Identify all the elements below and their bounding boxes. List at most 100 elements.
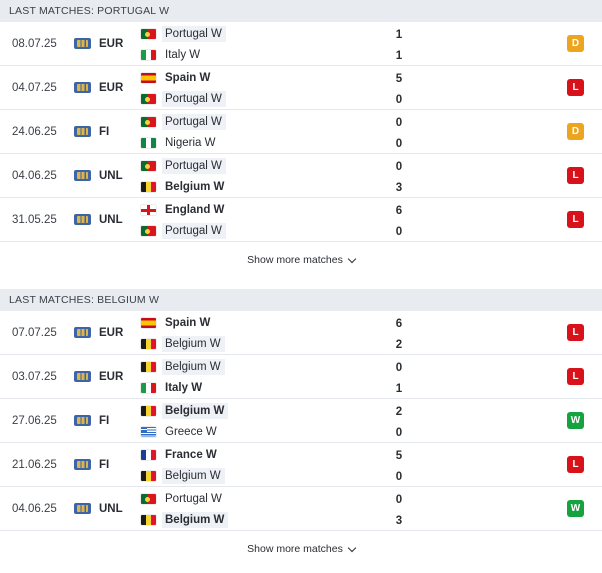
- home-team: France W: [141, 445, 221, 465]
- away-score: 1: [395, 50, 403, 62]
- competition-label: EUR: [99, 327, 124, 339]
- home-team: Portugal W: [141, 24, 226, 44]
- match-date: 27.06.25: [12, 415, 57, 427]
- away-team-name: Italy W: [165, 382, 203, 394]
- away-team-name: Belgium W: [162, 468, 225, 484]
- away-team: Italy W: [141, 378, 206, 398]
- competition-map-icon: [74, 126, 91, 137]
- home-team: Portugal W: [141, 489, 226, 509]
- match-date: 21.06.25: [12, 459, 57, 471]
- away-team: Belgium W: [141, 177, 228, 197]
- away-score: 0: [395, 226, 403, 238]
- be-flag-icon: [141, 471, 156, 481]
- match-date: 03.07.25: [12, 371, 57, 383]
- away-score: 1: [395, 383, 403, 395]
- result-badge: D: [567, 35, 584, 52]
- home-team: Spain W: [141, 68, 214, 88]
- be-flag-icon: [141, 515, 156, 525]
- away-team-name: Belgium W: [162, 512, 229, 528]
- competition-label: UNL: [99, 503, 123, 515]
- en-flag-icon: [141, 205, 156, 215]
- home-team-name: France W: [165, 449, 217, 461]
- competition-map-icon: [74, 38, 91, 49]
- match-row[interactable]: 04.07.25 EUR Spain W Portugal W 5 0 L: [0, 66, 602, 110]
- result-badge: W: [567, 412, 584, 429]
- match-row[interactable]: 03.07.25 EUR Belgium W Italy W 0 1 L: [0, 355, 602, 399]
- show-more-matches-link[interactable]: Show more matches: [0, 242, 602, 278]
- match-row[interactable]: 08.07.25 EUR Portugal W Italy W 1 1 D: [0, 22, 602, 66]
- show-more-matches-link[interactable]: Show more matches: [0, 531, 602, 567]
- be-flag-icon: [141, 406, 156, 416]
- competition-label: FI: [99, 459, 110, 471]
- match-row[interactable]: 27.06.25 FI Belgium W Greece W 2 0 W: [0, 399, 602, 443]
- match-date: 04.06.25: [12, 170, 57, 182]
- home-score: 6: [395, 318, 403, 330]
- result-badge: L: [567, 324, 584, 341]
- match-row[interactable]: 04.06.25 UNL Portugal W Belgium W 0 3 W: [0, 487, 602, 531]
- home-team-name: Portugal W: [162, 158, 226, 174]
- section-header: LAST MATCHES: PORTUGAL W: [0, 0, 602, 22]
- away-team-name: Belgium W: [162, 336, 225, 352]
- es-flag-icon: [141, 318, 156, 328]
- competition-label: UNL: [99, 170, 123, 182]
- away-team: Belgium W: [141, 334, 225, 354]
- home-team-name: Portugal W: [162, 114, 226, 130]
- section-header: LAST MATCHES: BELGIUM W: [0, 289, 602, 311]
- result-badge: L: [567, 368, 584, 385]
- competition-map-icon: [74, 503, 91, 514]
- away-team-name: Italy W: [165, 49, 201, 61]
- away-score: 0: [395, 427, 403, 439]
- match-date: 07.07.25: [12, 327, 57, 339]
- home-team-name: Belgium W: [162, 403, 229, 419]
- away-team-name: Portugal W: [162, 91, 226, 107]
- home-score: 0: [395, 362, 403, 374]
- match-row[interactable]: 21.06.25 FI France W Belgium W 5 0 L: [0, 443, 602, 487]
- away-team-name: Nigeria W: [165, 137, 216, 149]
- pt-flag-icon: [141, 494, 156, 504]
- gr-flag-icon: [141, 427, 156, 437]
- home-score: 0: [395, 494, 403, 506]
- home-score: 1: [395, 29, 403, 41]
- away-score: 0: [395, 138, 403, 150]
- home-score: 5: [395, 73, 403, 85]
- home-team: Spain W: [141, 313, 214, 333]
- away-team: Italy W: [141, 45, 204, 65]
- match-row[interactable]: 07.07.25 EUR Spain W Belgium W 6 2 L: [0, 311, 602, 355]
- competition-label: EUR: [99, 371, 124, 383]
- it-flag-icon: [141, 50, 156, 60]
- ng-flag-icon: [141, 138, 156, 148]
- away-team-name: Greece W: [165, 426, 217, 438]
- match-list: 08.07.25 EUR Portugal W Italy W 1 1 D 04.07.25 E…: [0, 22, 602, 242]
- home-team: England W: [141, 200, 228, 220]
- match-date: 04.06.25: [12, 503, 57, 515]
- be-flag-icon: [141, 362, 156, 372]
- away-score: 0: [395, 94, 403, 106]
- competition-label: EUR: [99, 38, 124, 50]
- match-date: 04.07.25: [12, 82, 57, 94]
- competition-map-icon: [74, 82, 91, 93]
- home-team-name: Portugal W: [162, 26, 226, 42]
- match-date: 24.06.25: [12, 126, 57, 138]
- pt-flag-icon: [141, 94, 156, 104]
- competition-label: FI: [99, 415, 110, 427]
- result-badge: W: [567, 500, 584, 517]
- home-team-name: Spain W: [165, 317, 211, 329]
- away-team-name: Belgium W: [165, 181, 225, 193]
- match-row[interactable]: 24.06.25 FI Portugal W Nigeria W 0 0 D: [0, 110, 602, 154]
- section-belgium-last-matches: LAST MATCHES: BELGIUM W 07.07.25 EUR Spain…: [0, 289, 602, 567]
- show-more-label: Show more matches: [247, 254, 343, 266]
- pt-flag-icon: [141, 29, 156, 39]
- es-flag-icon: [141, 73, 156, 83]
- home-score: 0: [395, 117, 403, 129]
- competition-map-icon: [74, 214, 91, 225]
- competition-map-icon: [74, 170, 91, 181]
- home-team: Portugal W: [141, 112, 226, 132]
- match-row[interactable]: 31.05.25 UNL England W Portugal W 6 0 L: [0, 198, 602, 242]
- match-row[interactable]: 04.06.25 UNL Portugal W Belgium W 0 3 L: [0, 154, 602, 198]
- away-team: Belgium W: [141, 510, 229, 530]
- home-team: Portugal W: [141, 156, 226, 176]
- home-team-name: Belgium W: [162, 359, 225, 375]
- home-score: 0: [395, 161, 403, 173]
- chevron-down-icon: [347, 254, 357, 263]
- be-flag-icon: [141, 182, 156, 192]
